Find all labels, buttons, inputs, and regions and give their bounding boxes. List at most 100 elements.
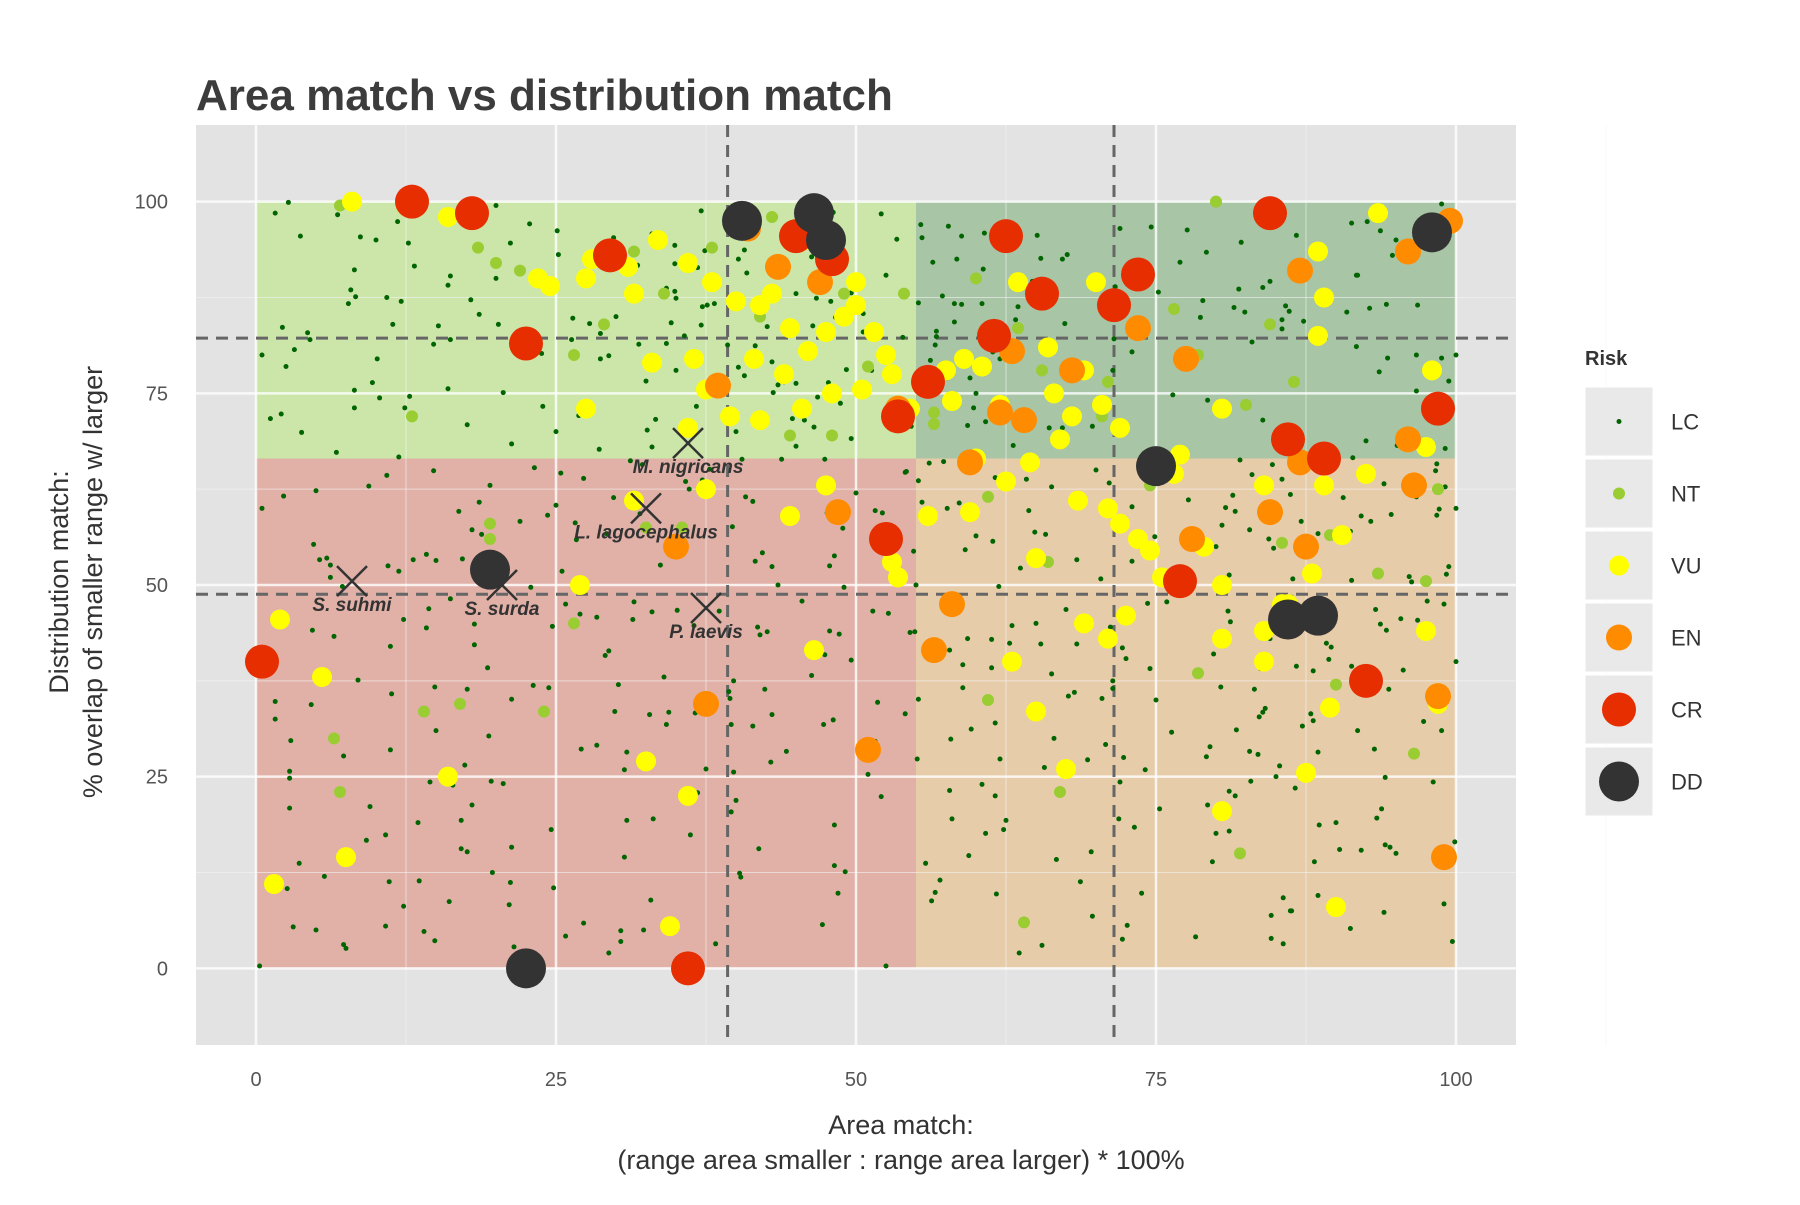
point-lc	[396, 568, 402, 574]
point-vu	[1314, 475, 1334, 496]
point-lc	[279, 324, 285, 330]
point-lc	[902, 469, 908, 475]
annotation-label: L. lagocephalus	[574, 522, 718, 543]
point-lc	[411, 263, 417, 269]
point-lc	[402, 405, 408, 411]
point-lc	[914, 756, 920, 762]
point-lc	[948, 736, 954, 742]
point-lc	[1337, 847, 1343, 852]
point-lc	[750, 498, 756, 504]
point-vu	[798, 341, 818, 362]
point-lc	[981, 230, 987, 236]
point-lc	[432, 938, 438, 944]
y-tick-label: 100	[135, 192, 168, 214]
point-lc	[606, 950, 612, 956]
point-lc	[1413, 388, 1419, 394]
point-lc	[683, 479, 689, 484]
point-lc	[641, 927, 647, 933]
point-vu	[1302, 563, 1322, 584]
point-lc	[288, 738, 294, 744]
point-lc	[926, 460, 932, 466]
point-lc	[775, 382, 781, 388]
point-lc	[383, 832, 389, 838]
point-vu	[972, 356, 992, 377]
x-tick-label: 50	[845, 1069, 867, 1091]
point-cr	[1421, 391, 1455, 426]
region-3	[256, 458, 916, 969]
point-lc	[545, 512, 551, 518]
point-en	[1401, 472, 1427, 499]
legend-title: Risk	[1585, 348, 1628, 370]
point-lc	[445, 282, 451, 288]
point-vu	[882, 552, 902, 572]
point-vu	[960, 502, 980, 523]
point-lc	[351, 405, 357, 411]
point-vu	[1170, 444, 1190, 465]
point-lc	[530, 682, 536, 688]
point-lc	[548, 827, 554, 833]
point-lc	[945, 223, 951, 229]
point-lc	[672, 261, 678, 267]
point-lc	[551, 885, 557, 891]
point-lc	[1041, 764, 1047, 770]
series-cr	[245, 184, 1455, 986]
point-lc	[992, 720, 998, 726]
point-lc	[1119, 936, 1125, 942]
point-lc	[398, 298, 404, 304]
point-lc	[809, 254, 815, 260]
point-lc	[386, 879, 392, 885]
x-tick-label: 25	[545, 1069, 567, 1091]
point-vu	[780, 506, 800, 526]
point-lc	[1098, 576, 1104, 582]
point-vu	[1110, 417, 1130, 438]
point-lc	[1377, 621, 1383, 627]
point-lc	[913, 582, 919, 588]
point-lc	[1071, 689, 1077, 695]
point-vu	[816, 475, 836, 496]
point-lc	[1247, 748, 1253, 754]
annotation: P. laevis	[669, 592, 743, 643]
point-lc	[335, 212, 341, 218]
point-en	[957, 449, 983, 476]
point-lc	[962, 547, 968, 553]
point-lc	[507, 240, 513, 246]
point-lc	[1386, 686, 1392, 692]
point-lc	[725, 342, 731, 348]
point-lc	[432, 684, 438, 690]
point-dd	[806, 220, 846, 260]
point-lc	[1349, 577, 1355, 583]
point-lc	[1088, 849, 1094, 855]
annotation: S. suhmi	[312, 565, 392, 616]
point-lc	[407, 393, 413, 399]
point-lc	[822, 456, 828, 462]
point-lc	[1310, 668, 1316, 674]
point-vu	[1098, 628, 1118, 649]
y-tick-label: 75	[146, 383, 168, 405]
point-lc	[630, 617, 636, 622]
point-lc	[1442, 484, 1448, 490]
point-lc	[907, 630, 913, 636]
point-lc	[713, 941, 719, 947]
point-lc	[1280, 941, 1286, 947]
y-axis-title: Distribution match: % overlap of smaller…	[44, 366, 108, 798]
point-lc	[606, 648, 612, 654]
point-lc	[1249, 472, 1255, 478]
point-lc	[1271, 545, 1277, 551]
point-lc	[1032, 529, 1038, 535]
point-lc	[1256, 714, 1262, 720]
point-lc	[1039, 942, 1045, 948]
point-lc	[1110, 686, 1116, 691]
point-lc	[764, 324, 770, 330]
point-lc	[653, 416, 659, 422]
point-lc	[872, 508, 878, 514]
point-lc	[757, 632, 763, 638]
point-lc	[1106, 480, 1112, 486]
point-lc	[351, 267, 357, 273]
point-lc	[1449, 939, 1455, 944]
point-en	[825, 499, 851, 526]
annotation: L. lagocephalus	[574, 492, 718, 543]
point-en	[1257, 499, 1283, 526]
point-lc	[1315, 893, 1321, 898]
point-lc	[1400, 667, 1406, 673]
point-lc	[1371, 746, 1377, 752]
